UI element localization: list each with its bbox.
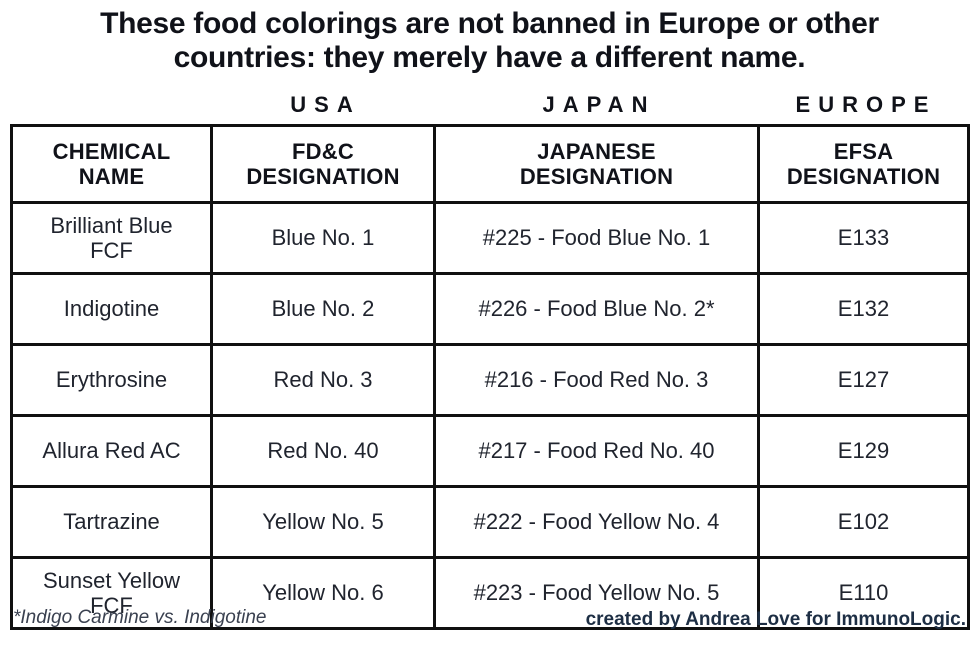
- table-body: Brilliant Blue FCF Blue No. 1 #225 - Food …: [10, 201, 970, 630]
- cell-chemical: Brilliant Blue FCF: [10, 201, 213, 275]
- cell-fdc: Blue No. 1: [210, 201, 436, 275]
- column-header-line: DESIGNATION: [246, 164, 400, 189]
- column-header-line: CHEMICAL: [52, 138, 171, 164]
- region-header-usa: USA: [290, 92, 361, 117]
- cell-japanese: #222 - Food Yellow No. 4: [433, 485, 760, 559]
- column-header-line: NAME: [78, 164, 145, 189]
- cell-fdc: Red No. 3: [210, 343, 436, 417]
- column-header-fdc-designation: FD&C DESIGNATION: [210, 124, 436, 204]
- column-header-line: FD&C: [292, 138, 354, 164]
- table-row: Sunset Yellow FCF Yellow No. 6 #223 - Food…: [10, 556, 970, 630]
- region-header-europe: EUROPE: [795, 92, 937, 117]
- column-header-chemical-name: CHEMICAL NAME: [10, 124, 213, 204]
- column-header-efsa-designation: EFSA DESIGNATION: [757, 124, 970, 204]
- cell-chemical: Sunset Yellow FCF: [10, 556, 213, 630]
- column-header-line: JAPANESE: [537, 138, 656, 164]
- cell-japanese: #225 - Food Blue No. 1: [433, 201, 760, 275]
- table-row: Indigotine Blue No. 2 #226 - Food Blue No.…: [10, 272, 970, 346]
- food-coloring-table: CHEMICAL NAME FD&C DESIGNATION JAPANESE …: [10, 124, 970, 630]
- cell-japanese: #226 - Food Blue No. 2*: [433, 272, 760, 346]
- table-row: Tartrazine Yellow No. 5 #222 - Food Yellow…: [10, 485, 970, 559]
- table-row: Erythrosine Red No. 3 #216 - Food Red No. …: [10, 343, 970, 417]
- region-header-japan: JAPAN: [542, 92, 656, 117]
- cell-japanese: #216 - Food Red No. 3: [433, 343, 760, 417]
- cell-efsa: E133: [757, 201, 970, 275]
- table-header-row: CHEMICAL NAME FD&C DESIGNATION JAPANESE …: [10, 124, 970, 204]
- table-row: Allura Red AC Red No. 40 #217 - Food Red N…: [10, 414, 970, 488]
- region-header-row: USA JAPAN EUROPE: [10, 92, 967, 118]
- cell-efsa: E102: [757, 485, 970, 559]
- column-header-japanese-designation: JAPANESE DESIGNATION: [433, 124, 760, 204]
- cell-japanese: #217 - Food Red No. 40: [433, 414, 760, 488]
- cell-chemical: Allura Red AC: [10, 414, 213, 488]
- cell-japanese: #223 - Food Yellow No. 5: [433, 556, 760, 630]
- cell-efsa: E127: [757, 343, 970, 417]
- column-header-line: DESIGNATION: [786, 164, 941, 189]
- cell-fdc: Red No. 40: [210, 414, 436, 488]
- cell-fdc: Blue No. 2: [210, 272, 436, 346]
- credit-line: created by Andrea Love for ImmunoLogic.: [585, 609, 966, 630]
- cell-efsa: E129: [757, 414, 970, 488]
- footnote: *Indigo Carmine vs. Indigotine: [13, 607, 267, 628]
- cell-fdc: Yellow No. 6: [210, 556, 436, 630]
- page-title: These food colorings are not banned in E…: [100, 7, 879, 74]
- cell-chemical: Erythrosine: [10, 343, 213, 417]
- table-row: Brilliant Blue FCF Blue No. 1 #225 - Food …: [10, 201, 970, 275]
- cell-efsa: E110: [757, 556, 970, 630]
- cell-fdc: Yellow No. 5: [210, 485, 436, 559]
- column-header-line: EFSA: [833, 138, 894, 164]
- cell-efsa: E132: [757, 272, 970, 346]
- column-header-line: DESIGNATION: [519, 164, 674, 189]
- cell-chemical: Tartrazine: [10, 485, 213, 559]
- cell-chemical: Indigotine: [10, 272, 213, 346]
